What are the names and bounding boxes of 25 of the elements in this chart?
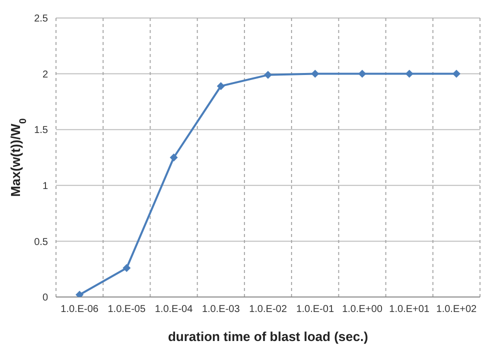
x-tick-label: 1.0.E+02 (436, 304, 478, 316)
x-tick-label: 1.0.E+00 (342, 304, 383, 316)
x-tick-label: 1.0.E-05 (108, 304, 146, 316)
point (358, 70, 366, 78)
point (311, 70, 320, 78)
y-tick-label: 0.5 (34, 236, 48, 248)
x-axis-title: duration time of blast load (sec.) (168, 329, 368, 344)
point (405, 70, 414, 78)
y-tick-label: 1 (42, 180, 48, 192)
point (216, 82, 225, 90)
y-tick-label: 1.5 (34, 125, 48, 136)
y-tick-label: 0 (42, 292, 48, 304)
x-tick-label: 1.0.E-01 (296, 304, 334, 316)
x-tick-label: 1.0.E-06 (60, 304, 99, 316)
x-tick-label: 1.0.E+01 (389, 304, 430, 316)
y-tick-label: 2.5 (34, 14, 48, 25)
point (122, 264, 131, 272)
point (170, 154, 178, 162)
x-tick-label: 1.0.E-04 (154, 304, 194, 316)
point (452, 70, 460, 78)
x-tick-label: 1.0.E-03 (202, 304, 240, 316)
point (264, 70, 272, 79)
point (76, 290, 84, 297)
x-tick-label: 1.0.E-02 (249, 304, 288, 316)
y-tick-label: 2 (42, 69, 48, 80)
